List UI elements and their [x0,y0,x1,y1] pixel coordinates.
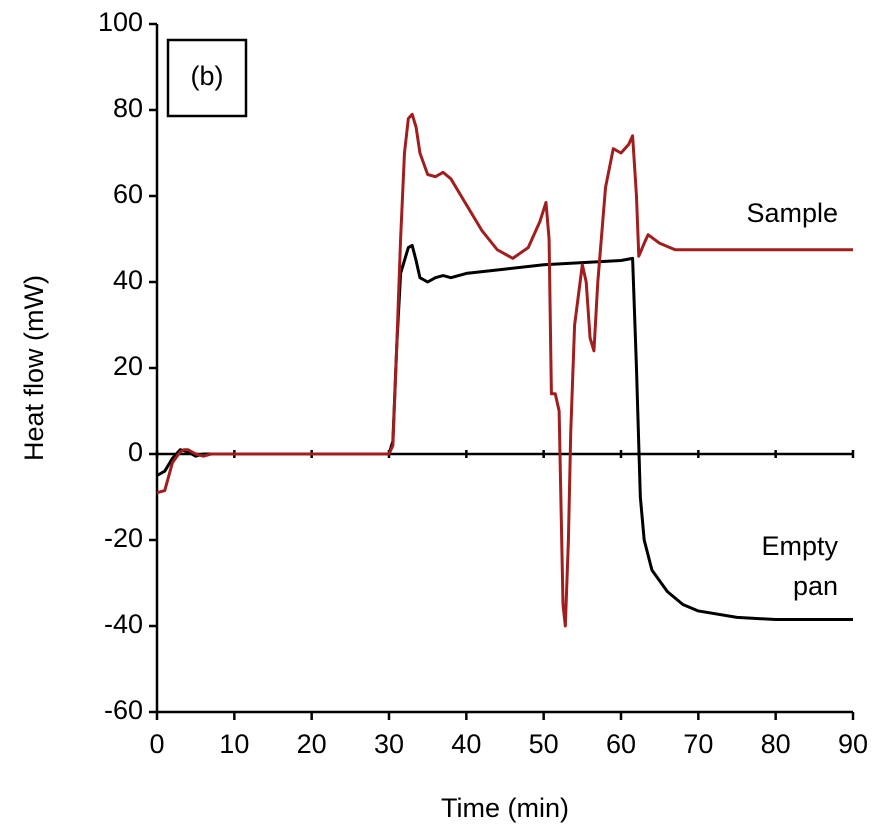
y-tick-label: 80 [113,93,143,123]
x-tick-label: 50 [529,729,559,759]
x-tick-label: 70 [683,729,713,759]
y-tick-label: 100 [98,7,143,37]
y-tick-label: -40 [104,609,143,639]
x-tick-label: 40 [451,729,481,759]
y-tick-label: 60 [113,179,143,209]
x-tick-label: 20 [297,729,327,759]
series-line [156,243,853,622]
series-label: pan [793,571,838,601]
y-axis-label: Heat flow (mW) [19,275,49,461]
panel-label: (b) [191,61,224,91]
x-tick-label: 80 [761,729,791,759]
y-tick-label: 40 [113,265,143,295]
y-tick-label: -60 [104,695,143,725]
x-tick-label: 30 [374,729,404,759]
series-label: Sample [746,198,838,228]
series-line [156,112,853,628]
x-tick-label: 60 [606,729,636,759]
y-tick-label: 0 [128,437,143,467]
y-tick-label: -20 [104,523,143,553]
x-tick-label: 0 [149,729,164,759]
y-tick-label: 20 [113,351,143,381]
x-tick-label: 10 [219,729,249,759]
series-label: Empty [761,531,838,561]
x-tick-label: 90 [838,729,868,759]
x-axis-label: Time (min) [441,793,569,823]
panel-box [166,38,248,118]
